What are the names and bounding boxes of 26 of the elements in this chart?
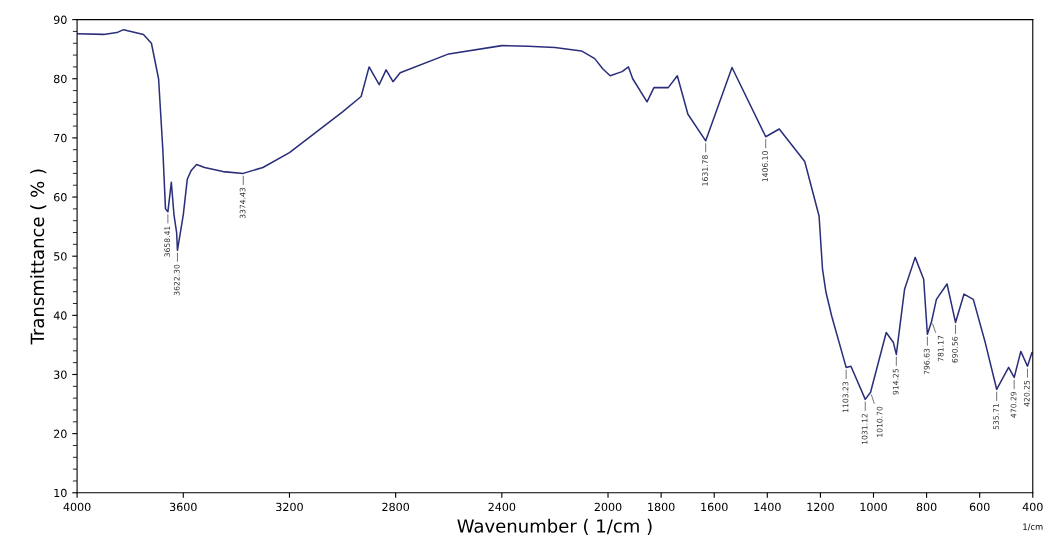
x-tick-label: 600 [969, 502, 990, 512]
x-tick-label: 1400 [754, 502, 781, 512]
x-tick-label: 800 [916, 502, 937, 512]
x-tick-label: 1600 [701, 502, 728, 512]
x-tick-label: 1000 [860, 502, 887, 512]
y-tick-label: 60 [54, 193, 67, 202]
y-tick-label: 40 [53, 311, 67, 320]
x-tick-label: 1800 [648, 502, 675, 512]
y-tick-label: 80 [53, 74, 67, 84]
x-tick-label: 2800 [382, 502, 410, 512]
x-tick-label: 2400 [488, 502, 516, 512]
y-tick-label: 10 [54, 488, 67, 498]
x-tick-label: 400 [1022, 502, 1043, 512]
y-tick-label: 50 [54, 252, 67, 261]
y-tick-label: 20 [54, 429, 67, 439]
y-axis-title: Transmittance ( % ) [30, 169, 47, 345]
x-tick-label: 3200 [276, 502, 303, 512]
x-tick-label: 1200 [807, 502, 834, 512]
x-axis-title: Wavenumber ( 1/cm ) [457, 518, 652, 535]
x-tick-label: 2000 [594, 502, 622, 512]
x-tick-label: 4000 [63, 502, 91, 512]
y-tick-label: 70 [54, 133, 67, 143]
text: 1/cm [1023, 523, 1043, 531]
y-tick-label: 30 [54, 370, 67, 379]
y-tick-label: 90 [53, 15, 67, 24]
x-tick-label: 3600 [169, 502, 197, 512]
